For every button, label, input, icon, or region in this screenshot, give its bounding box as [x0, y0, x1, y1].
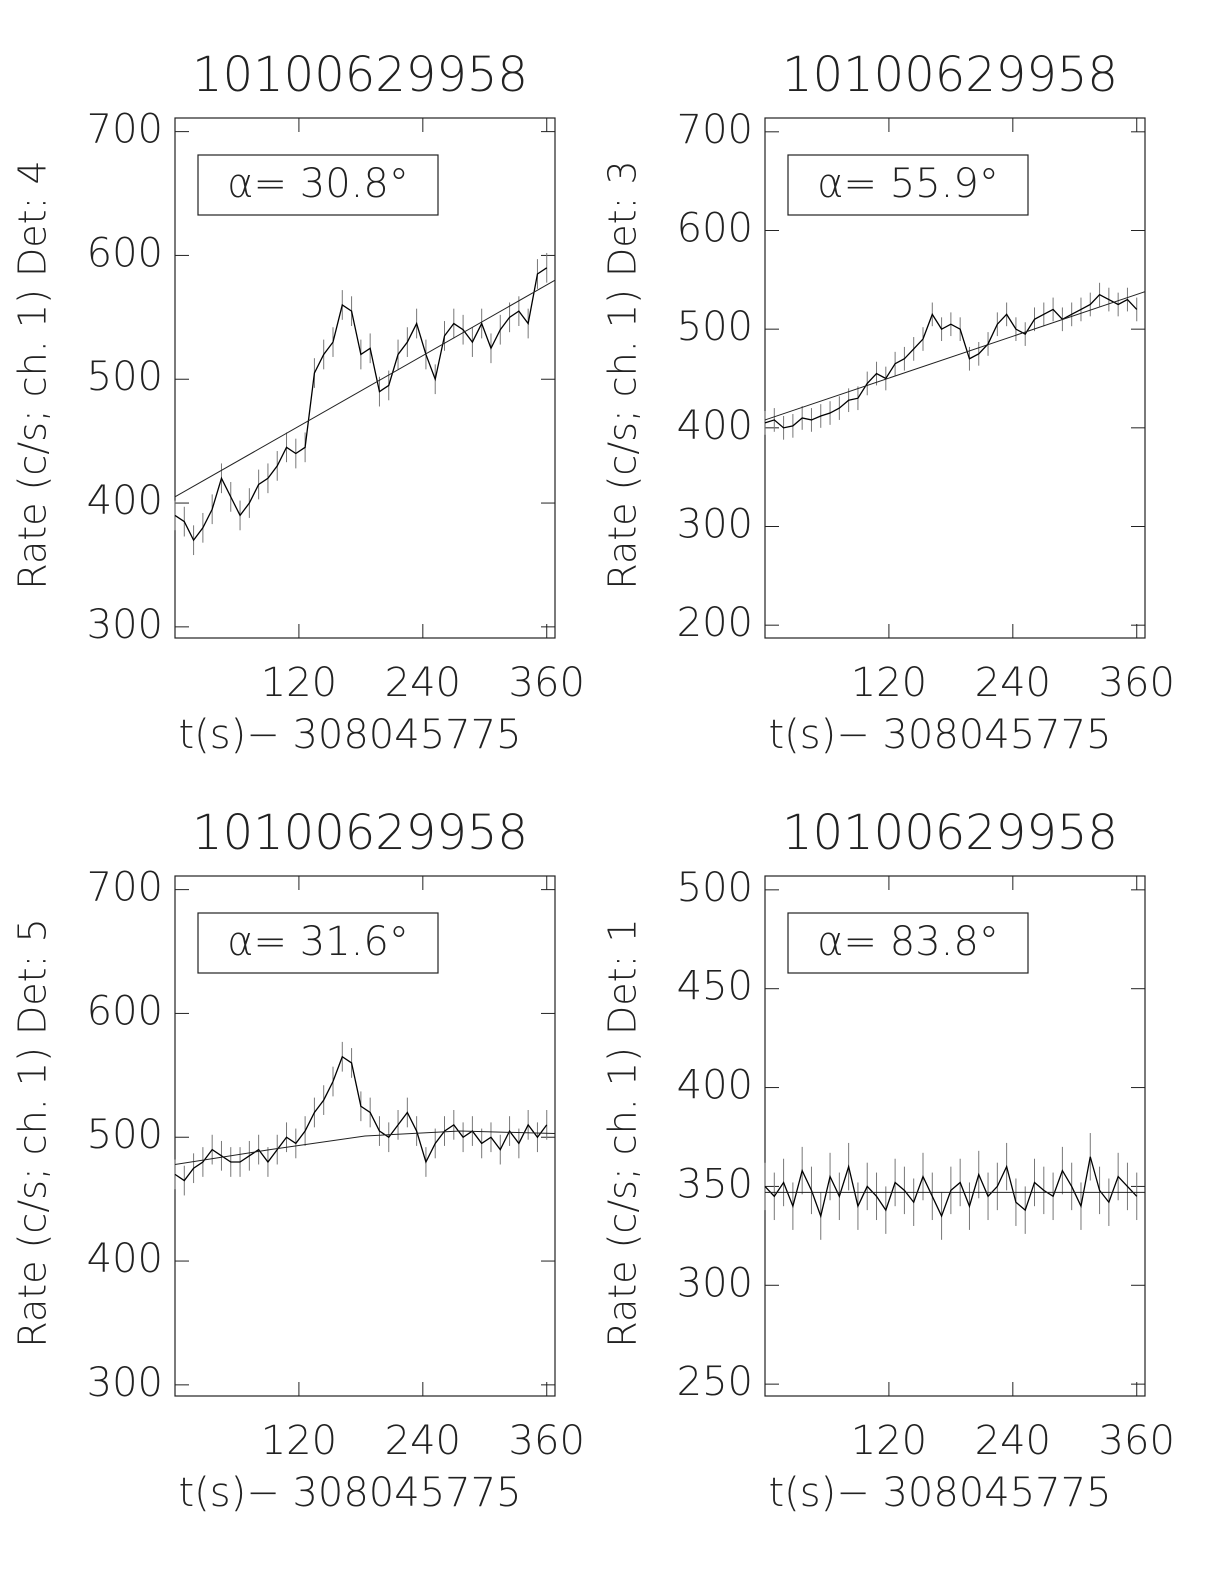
y-tick-label: 700: [87, 107, 163, 153]
x-tick-label: 120: [261, 1418, 337, 1464]
data-line: [764, 293, 1138, 429]
y-tick-label: 700: [87, 865, 163, 911]
y-axis-label: Rate (c/s; ch. 1) Det: 5: [11, 918, 55, 1347]
x-tick-label: 360: [509, 1418, 585, 1464]
fit-line: [174, 279, 556, 498]
annotation-box: [787, 154, 1029, 216]
y-tick-label: 500: [677, 865, 753, 911]
fit-line: [174, 1130, 556, 1165]
y-tick-label: 600: [87, 988, 163, 1034]
y-tick-label: 700: [677, 107, 753, 153]
y-tick-label: 200: [677, 600, 753, 646]
fit-line: [764, 291, 1146, 421]
y-tick-label: 300: [677, 1260, 753, 1306]
x-tick-label: 360: [509, 660, 585, 706]
x-tick-label: 120: [261, 660, 337, 706]
y-tick-label: 350: [677, 1161, 753, 1207]
y-tick-label: 500: [677, 304, 753, 350]
chart-title: 10100629958: [192, 47, 528, 103]
data-line: [174, 267, 548, 542]
x-tick-label: 240: [385, 1418, 461, 1464]
y-axis-label: Rate (c/s; ch. 1) Det: 1: [601, 918, 645, 1347]
x-tick-label: 240: [975, 1418, 1051, 1464]
plot-frame: [174, 875, 556, 1397]
y-tick-label: 600: [87, 230, 163, 276]
y-tick-label: 400: [677, 403, 753, 449]
x-tick-label: 120: [851, 660, 927, 706]
x-tick-label: 360: [1099, 1418, 1175, 1464]
y-tick-label: 300: [87, 602, 163, 648]
data-line: [174, 1055, 548, 1182]
x-axis-label: t(s)− 308045775: [178, 1470, 521, 1516]
x-axis-label: t(s)− 308045775: [768, 712, 1111, 758]
data-line: [764, 1156, 1138, 1219]
plot-frame: [764, 875, 1146, 1397]
y-tick-label: 300: [87, 1360, 163, 1406]
x-axis-label: t(s)− 308045775: [768, 1470, 1111, 1516]
y-tick-label: 450: [677, 964, 753, 1010]
x-tick-label: 360: [1099, 660, 1175, 706]
y-tick-label: 400: [677, 1063, 753, 1109]
y-axis-label: Rate (c/s; ch. 1) Det: 3: [601, 160, 645, 589]
chart-title: 10100629958: [192, 805, 528, 861]
y-tick-label: 500: [87, 1112, 163, 1158]
plot-frame: [764, 117, 1146, 639]
y-tick-label: 500: [87, 354, 163, 400]
annotation-box: [197, 154, 439, 216]
y-tick-label: 400: [87, 1236, 163, 1282]
x-axis-label: t(s)− 308045775: [178, 712, 521, 758]
annotation: α= 30.8°: [227, 161, 409, 207]
y-tick-label: 400: [87, 478, 163, 524]
annotation: α= 83.8°: [817, 919, 999, 965]
y-axis-label: Rate (c/s; ch. 1) Det: 4: [11, 160, 55, 589]
annotation-box: [197, 912, 439, 974]
chart-title: 10100629958: [782, 805, 1118, 861]
x-tick-label: 240: [975, 660, 1051, 706]
plot-frame: [174, 117, 556, 639]
y-tick-label: 600: [677, 205, 753, 251]
annotation-box: [787, 912, 1029, 974]
y-tick-label: 250: [677, 1359, 753, 1405]
annotation: α= 55.9°: [817, 161, 999, 207]
x-tick-label: 120: [851, 1418, 927, 1464]
annotation: α= 31.6°: [227, 919, 409, 965]
y-tick-label: 300: [677, 502, 753, 548]
chart-title: 10100629958: [782, 47, 1118, 103]
x-tick-label: 240: [385, 660, 461, 706]
